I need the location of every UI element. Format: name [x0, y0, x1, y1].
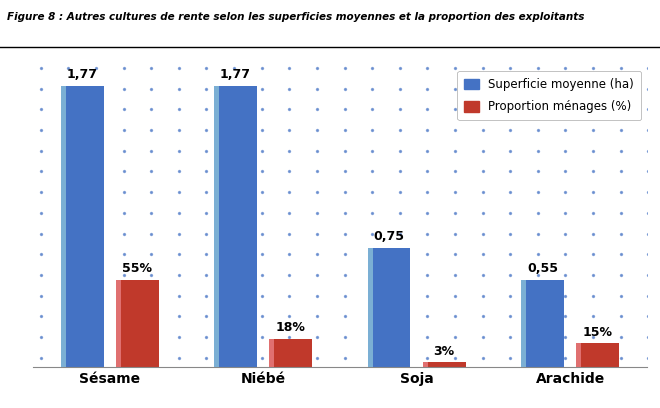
- Bar: [368, 248, 373, 367]
- Legend: Superficie moyenne (ha), Proportion ménages (%): Superficie moyenne (ha), Proportion ména…: [457, 71, 641, 120]
- Bar: [368, 248, 411, 367]
- Text: 0,75: 0,75: [374, 230, 405, 243]
- Bar: [521, 280, 526, 367]
- Bar: [61, 86, 66, 367]
- Bar: [214, 86, 219, 367]
- Bar: [214, 86, 257, 367]
- Bar: [269, 339, 275, 367]
- Text: 18%: 18%: [276, 321, 306, 334]
- Bar: [521, 280, 564, 367]
- Bar: [576, 344, 581, 367]
- Text: 1,77: 1,77: [67, 68, 98, 81]
- Bar: [576, 344, 619, 367]
- Text: Figure 8 : Autres cultures de rente selon les superficies moyennes et la proport: Figure 8 : Autres cultures de rente selo…: [7, 12, 584, 22]
- Bar: [116, 280, 159, 367]
- Text: 3%: 3%: [434, 345, 455, 358]
- Bar: [61, 86, 104, 367]
- Bar: [269, 339, 312, 367]
- Bar: [423, 362, 466, 367]
- Bar: [116, 280, 121, 367]
- Text: 15%: 15%: [583, 326, 612, 339]
- Text: 0,55: 0,55: [527, 262, 558, 275]
- Text: 1,77: 1,77: [220, 68, 251, 81]
- Bar: [423, 362, 428, 367]
- Text: 55%: 55%: [122, 262, 152, 275]
